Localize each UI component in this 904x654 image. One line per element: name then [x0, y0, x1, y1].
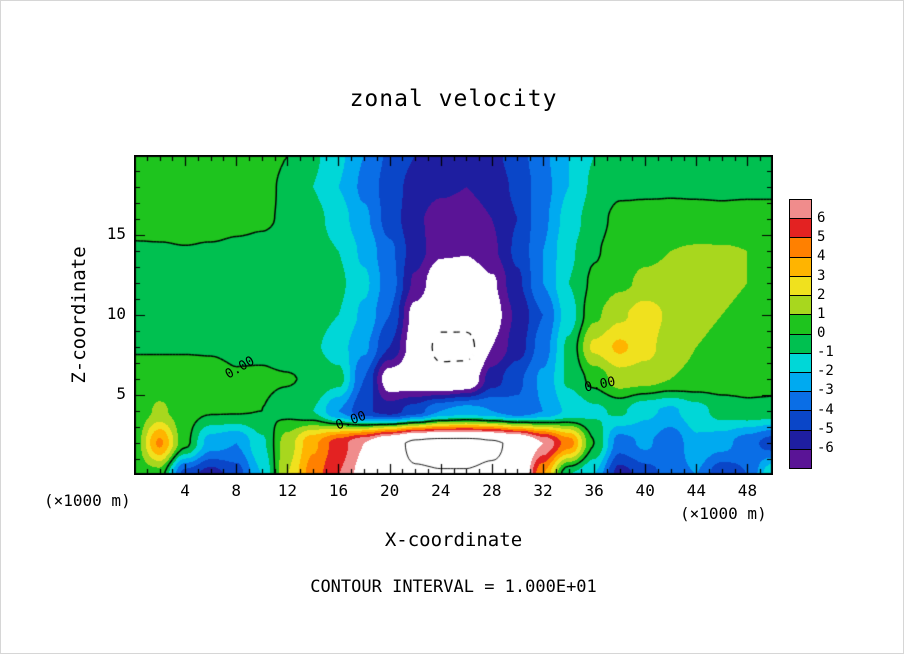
- x-tick-label: 24: [431, 481, 451, 500]
- colorbar-segment: [790, 314, 811, 334]
- colorbar-segment: [790, 448, 811, 469]
- colorbar-segment: [790, 295, 811, 315]
- colorbar-segment: [790, 237, 811, 257]
- x-tick-label: 12: [277, 481, 297, 500]
- colorbar-tick-label: 4: [817, 248, 826, 265]
- colorbar-segment: [790, 200, 811, 219]
- y-tick-label: 10: [106, 304, 126, 323]
- z-axis-unit: (×1000 m): [44, 491, 131, 510]
- contour-interval-note: CONTOUR INTERVAL = 1.000E+01: [310, 577, 597, 597]
- colorbar-tick-label: 1: [817, 305, 826, 322]
- colorbar-tick-label: 5: [817, 229, 826, 246]
- colorbar-tick-label: 0: [817, 325, 826, 341]
- colorbar-segment: [790, 410, 811, 430]
- colorbar: [789, 199, 812, 469]
- colorbar-tick-label: -5: [817, 420, 834, 437]
- x-tick-label: 20: [379, 481, 400, 500]
- colorbar-tick-label: -3: [817, 382, 834, 399]
- x-tick-label: 36: [584, 481, 604, 500]
- colorbar-tick-label: 6: [817, 210, 826, 227]
- colorbar-segment: [790, 275, 811, 296]
- x-tick-label: 40: [635, 481, 655, 500]
- x-axis-unit: (×1000 m): [680, 504, 767, 523]
- plot-title: zonal velocity: [349, 86, 558, 112]
- colorbar-tick-label: 3: [817, 267, 826, 284]
- x-tick-label: 4: [180, 481, 190, 500]
- colorbar-tick-label: -2: [817, 363, 834, 380]
- colorbar-segment: [790, 352, 811, 372]
- colorbar-segment: [790, 333, 811, 353]
- contour-plot-canvas: [134, 155, 773, 475]
- colorbar-tick-label: -6: [817, 439, 834, 456]
- x-tick-label: 28: [482, 481, 502, 500]
- colorbar-segment: [790, 371, 811, 392]
- x-tick-label: 48: [737, 481, 758, 500]
- y-tick-label: 5: [116, 384, 126, 403]
- x-tick-label: 8: [231, 481, 242, 500]
- colorbar-tick-label: -4: [817, 401, 834, 418]
- colorbar-segment: [790, 256, 811, 276]
- colorbar-segment: [790, 218, 811, 238]
- colorbar-tick-label: -1: [817, 344, 834, 361]
- x-tick-label: 32: [533, 481, 553, 500]
- x-axis-label: X-coordinate: [384, 529, 523, 551]
- colorbar-segment: [790, 429, 811, 449]
- x-tick-label: 16: [328, 481, 349, 500]
- colorbar-tick-label: 2: [817, 286, 826, 303]
- x-tick-label: 44: [686, 481, 706, 500]
- colorbar-segment: [790, 391, 811, 411]
- y-tick-label: 15: [106, 224, 126, 243]
